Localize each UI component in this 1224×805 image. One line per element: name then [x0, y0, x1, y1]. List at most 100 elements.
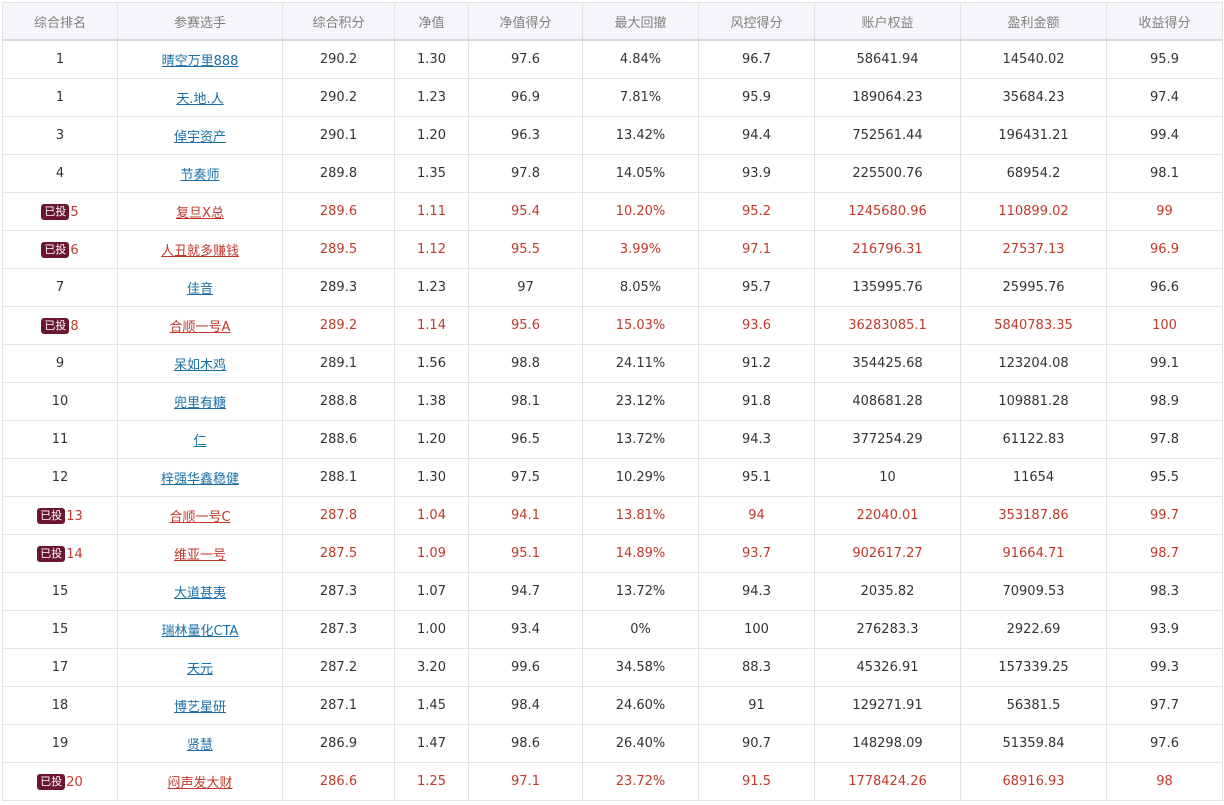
- player-cell: 兜里有糖: [117, 382, 283, 421]
- equity-cell: 135995.76: [814, 268, 961, 307]
- rank-cell: 已投 6: [2, 230, 118, 269]
- player-link[interactable]: 复旦X总: [176, 206, 224, 221]
- return-score-cell: 97.4: [1106, 78, 1223, 117]
- nav-score-cell: 95.4: [468, 192, 583, 231]
- score-cell: 289.5: [282, 230, 395, 269]
- player-link[interactable]: 合顺一号C: [169, 510, 231, 525]
- profit-cell: 353187.86: [960, 496, 1107, 535]
- profit-cell: 70909.53: [960, 572, 1107, 611]
- profit-cell: 109881.28: [960, 382, 1107, 421]
- max-drawdown-cell: 10.20%: [582, 192, 699, 231]
- rank-cell: 15: [2, 610, 118, 649]
- player-link[interactable]: 人丑就多赚钱: [160, 244, 239, 259]
- return-score-cell: 98: [1106, 762, 1223, 801]
- score-cell: 287.3: [282, 610, 395, 649]
- profit-cell: 123204.08: [960, 344, 1107, 383]
- player-link[interactable]: 天元: [186, 662, 213, 677]
- rank-value: 4: [55, 166, 65, 181]
- player-cell: 节奏师: [117, 154, 283, 193]
- rank-cell: 1: [2, 39, 118, 79]
- equity-cell: 36283085.1: [814, 306, 961, 345]
- nav-score-cell: 94.1: [468, 496, 583, 535]
- score-cell: 290.2: [282, 39, 395, 79]
- player-link[interactable]: 佳音: [186, 282, 213, 297]
- player-cell: 贤慧: [117, 724, 283, 763]
- player-link[interactable]: 维亚一号: [173, 548, 226, 563]
- rank-value: 14: [66, 546, 83, 562]
- player-cell: 仁: [117, 420, 283, 459]
- table-row: 已投 20 闷声发大财 286.6 1.25 97.1 23.72% 91.5 1778424.…: [2, 762, 1223, 801]
- profit-cell: 56381.5: [960, 686, 1107, 725]
- rank-value: 3: [55, 128, 65, 143]
- player-cell: 梓强华鑫稳健: [117, 458, 283, 497]
- max-drawdown-cell: 4.84%: [582, 39, 699, 79]
- equity-cell: 129271.91: [814, 686, 961, 725]
- table-row: 3 倬宇资产 290.1 1.20 96.3 13.42% 94.4 752561.44 196…: [2, 116, 1223, 155]
- risk-score-cell: 94.3: [698, 572, 815, 611]
- nav-cell: 1.23: [394, 78, 469, 117]
- score-cell: 288.6: [282, 420, 395, 459]
- max-drawdown-cell: 24.11%: [582, 344, 699, 383]
- rank-value: 9: [55, 356, 65, 371]
- player-link[interactable]: 博艺星研: [173, 700, 226, 715]
- player-link[interactable]: 兜里有糖: [173, 396, 226, 411]
- player-link[interactable]: 贤慧: [186, 738, 213, 753]
- return-score-cell: 97.8: [1106, 420, 1223, 459]
- player-link[interactable]: 晴空万里888: [161, 54, 239, 69]
- player-link[interactable]: 瑞林量化CTA: [161, 624, 239, 639]
- max-drawdown-cell: 26.40%: [582, 724, 699, 763]
- score-cell: 287.8: [282, 496, 395, 535]
- nav-cell: 3.20: [394, 648, 469, 687]
- header-player: 参赛选手: [117, 2, 283, 41]
- player-link[interactable]: 梓强华鑫稳健: [160, 472, 239, 487]
- player-link[interactable]: 节奏师: [180, 168, 220, 183]
- nav-score-cell: 98.8: [468, 344, 583, 383]
- header-profit: 盈利金额: [960, 2, 1107, 41]
- table-header: 综合排名 参赛选手 综合积分 净值 净值得分 最大回撤 风控得分 账户权益 盈利…: [2, 2, 1223, 41]
- nav-score-cell: 95.6: [468, 306, 583, 345]
- rank-cell: 已投 8: [2, 306, 118, 345]
- rank-cell: 已投 5: [2, 192, 118, 231]
- profit-cell: 2922.69: [960, 610, 1107, 649]
- rank-cell: 15: [2, 572, 118, 611]
- player-link[interactable]: 倬宇资产: [173, 130, 226, 145]
- player-link[interactable]: 仁: [193, 434, 207, 449]
- return-score-cell: 98.9: [1106, 382, 1223, 421]
- table-body: 1 晴空万里888 290.2 1.30 97.6 4.84% 96.7 58641.94 14…: [2, 39, 1223, 801]
- profit-cell: 61122.83: [960, 420, 1107, 459]
- max-drawdown-cell: 13.81%: [582, 496, 699, 535]
- player-link[interactable]: 天.地.人: [176, 92, 224, 107]
- nav-cell: 1.04: [394, 496, 469, 535]
- max-drawdown-cell: 13.72%: [582, 572, 699, 611]
- rank-value: 20: [66, 774, 83, 790]
- profit-cell: 196431.21: [960, 116, 1107, 155]
- nav-cell: 1.25: [394, 762, 469, 801]
- risk-score-cell: 88.3: [698, 648, 815, 687]
- profit-cell: 68916.93: [960, 762, 1107, 801]
- rank-cell: 7: [2, 268, 118, 307]
- player-cell: 天元: [117, 648, 283, 687]
- player-link[interactable]: 大道甚夷: [173, 586, 226, 601]
- invested-badge: 已投: [41, 203, 70, 220]
- rank-value: 19: [51, 736, 69, 751]
- risk-score-cell: 95.9: [698, 78, 815, 117]
- player-link[interactable]: 呆如木鸡: [173, 358, 226, 373]
- player-cell: 复旦X总: [117, 192, 283, 231]
- player-link[interactable]: 合顺一号A: [169, 320, 231, 335]
- player-link[interactable]: 闷声发大财: [167, 776, 233, 791]
- score-cell: 288.1: [282, 458, 395, 497]
- risk-score-cell: 100: [698, 610, 815, 649]
- rank-cell: 已投 14: [2, 534, 118, 573]
- return-score-cell: 97.6: [1106, 724, 1223, 763]
- profit-cell: 68954.2: [960, 154, 1107, 193]
- invested-badge: 已投: [37, 773, 66, 790]
- table-row: 12 梓强华鑫稳健 288.1 1.30 97.5 10.29% 95.1 10 11654 95…: [2, 458, 1223, 497]
- nav-score-cell: 95.1: [468, 534, 583, 573]
- table-row: 19 贤慧 286.9 1.47 98.6 26.40% 90.7 148298.09 5135…: [2, 724, 1223, 763]
- player-cell: 呆如木鸡: [117, 344, 283, 383]
- nav-cell: 1.20: [394, 116, 469, 155]
- table-row: 1 天.地.人 290.2 1.23 96.9 7.81% 95.9 189064.23 356…: [2, 78, 1223, 117]
- header-max-drawdown: 最大回撤: [582, 2, 699, 41]
- nav-cell: 1.11: [394, 192, 469, 231]
